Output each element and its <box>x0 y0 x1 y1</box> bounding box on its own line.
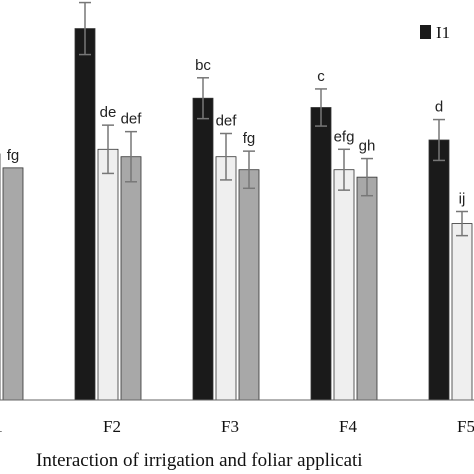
error-bar-s1-f3 <box>197 77 209 120</box>
bars-layer <box>0 28 473 401</box>
error-bar-s2-f2 <box>102 124 114 175</box>
significance-label-s3-f4: gh <box>359 138 376 155</box>
significance-label-s2-f5: ij <box>459 191 466 208</box>
bar-s3-f3 <box>238 169 260 401</box>
error-bar-s1-f2 <box>79 1 91 56</box>
significance-label-s2-f2: de <box>100 104 117 121</box>
error-bar-s3-f3 <box>243 150 255 190</box>
x-tick-label-f2: F2 <box>103 417 121 436</box>
significance-label-s1-f5: d <box>435 99 443 116</box>
x-tick-label-f4: F4 <box>339 417 357 436</box>
error-bar-s3-f4 <box>361 157 373 197</box>
bar-s2-f2 <box>97 148 119 401</box>
bar-s3-f2 <box>120 156 142 401</box>
bar-s2-f3 <box>215 156 237 401</box>
error-bar-s2-f5 <box>456 210 468 237</box>
error-bar-s2-f4 <box>338 148 350 191</box>
error-bar-s1-f5 <box>433 118 445 162</box>
bar-s1-f5 <box>428 139 450 401</box>
significance-label-s3-f1: fg <box>7 147 20 164</box>
error-bars-layer <box>79 1 468 237</box>
significance-label-s1-f4: c <box>317 68 325 85</box>
bar-s1-f4 <box>310 107 332 401</box>
x-axis-label: Interaction of irrigation and foliar app… <box>36 450 363 471</box>
bar-s3-f1 <box>2 167 24 401</box>
legend: I1 <box>420 23 450 42</box>
x-tick-label-f1: F1 <box>0 417 3 436</box>
bar-s1-f3 <box>192 97 214 401</box>
x-tick-label-f5: F5 <box>457 417 474 436</box>
legend-swatch-i1 <box>420 25 431 39</box>
bar-s2-f5 <box>451 223 473 401</box>
error-bar-s1-f4 <box>315 88 327 127</box>
bar-s2-f4 <box>333 169 355 401</box>
significance-label-s1-f3: bc <box>195 57 211 74</box>
significance-label-s2-f4: efg <box>334 128 355 145</box>
significance-label-s3-f3: fg <box>243 130 256 147</box>
bar-s1-f2 <box>74 28 96 401</box>
significance-label-s3-f2: def <box>121 111 143 128</box>
x-tick-label-f3: F3 <box>221 417 239 436</box>
error-bar-s3-f2 <box>125 130 137 183</box>
x-tick-labels: F1 F2 F3 F4 F5 <box>0 417 474 436</box>
significance-labels-layer: effgadedefbcdeffgcefgghdijjk <box>7 57 466 208</box>
error-bar-s2-f3 <box>220 132 232 181</box>
significance-label-s2-f3: def <box>216 113 238 130</box>
legend-label-i1: I1 <box>436 23 450 42</box>
bar-s3-f4 <box>356 176 378 401</box>
